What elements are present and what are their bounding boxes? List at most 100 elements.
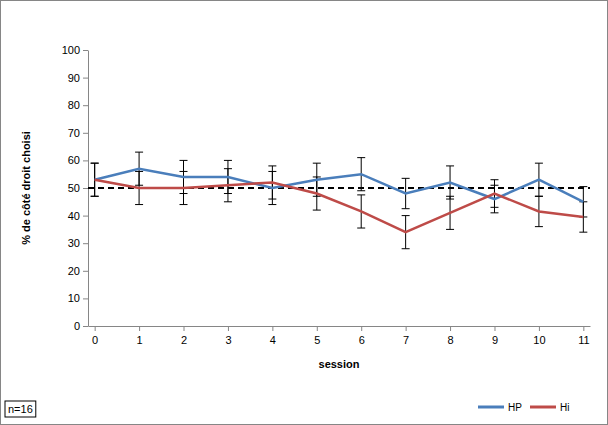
legend-swatch	[530, 406, 556, 409]
x-tick: 5	[314, 326, 320, 346]
x-tick-label: 8	[447, 334, 453, 346]
legend: HP Hi	[478, 402, 569, 413]
y-tick: 10	[68, 292, 88, 304]
y-axis: 0 10 20 30 40 50 60 70 80 90 100	[62, 44, 89, 332]
error-bar-cap	[446, 196, 454, 197]
legend-swatch	[478, 406, 504, 409]
y-tick-mark	[83, 105, 88, 106]
plot-area	[88, 152, 590, 249]
error-bar-cap	[535, 196, 543, 197]
error-bar-cap	[180, 160, 188, 161]
x-tick-label: 5	[314, 334, 320, 346]
y-tick-mark	[83, 298, 88, 299]
x-tick-label: 7	[403, 334, 409, 346]
error-bar-cap	[91, 196, 99, 197]
x-tick-mark	[494, 326, 495, 331]
y-tick-label: 0	[74, 320, 80, 332]
x-tick-label: 11	[578, 334, 589, 346]
error-bar-cap	[535, 226, 543, 227]
y-tick-mark	[83, 78, 88, 79]
error-bar-cap	[224, 160, 232, 161]
y-tick: 60	[68, 154, 88, 166]
x-tick-mark	[95, 326, 96, 331]
y-tick-label: 90	[68, 72, 80, 84]
error-bar-cap	[313, 163, 321, 164]
x-tick-label: 9	[492, 334, 498, 346]
y-tick-mark	[83, 216, 88, 217]
error-bar-cap	[579, 186, 587, 187]
error-bar-cap	[402, 208, 410, 209]
x-tick: 3	[225, 326, 231, 346]
y-tick: 50	[68, 182, 88, 194]
error-bar-cap	[490, 212, 498, 213]
annotation: n=16	[5, 401, 36, 417]
x-tick: 4	[270, 326, 276, 346]
y-tick: 40	[68, 210, 88, 222]
x-tick-mark	[184, 326, 185, 331]
x-tick-label: 0	[92, 334, 98, 346]
error-bar-cap	[579, 232, 587, 233]
x-axis-title: session	[319, 358, 360, 370]
y-tick-mark	[83, 271, 88, 272]
y-tick-mark	[83, 133, 88, 134]
error-bar-cap	[357, 190, 365, 191]
error-bar-cap	[446, 165, 454, 166]
y-tick-label: 20	[68, 265, 80, 277]
y-axis-title: % de côté droit choisi	[20, 131, 32, 245]
error-bar-cap	[180, 171, 188, 172]
y-tick-label: 10	[68, 292, 80, 304]
x-tick-label: 2	[181, 334, 187, 346]
error-bar-cap	[91, 163, 99, 164]
x-tick: 8	[447, 326, 453, 346]
x-tick: 1	[137, 326, 143, 346]
annotation-box	[5, 401, 36, 417]
y-tick-label: 70	[68, 127, 80, 139]
y-tick: 80	[68, 99, 88, 111]
error-bar-cap	[135, 204, 143, 205]
legend-label: HP	[508, 402, 522, 413]
error-bar-cap	[535, 163, 543, 164]
legend-label: Hi	[560, 402, 569, 413]
chart-frame	[1, 1, 608, 425]
x-tick: 11	[578, 326, 589, 346]
y-tick-label: 40	[68, 210, 80, 222]
x-tick-mark	[361, 326, 362, 331]
error-bar-cap	[402, 248, 410, 249]
error-bar-cap	[490, 207, 498, 208]
error-bar-cap	[535, 196, 543, 197]
y-tick-mark	[83, 188, 88, 189]
x-tick-label: 4	[270, 334, 276, 346]
y-tick-mark	[83, 160, 88, 161]
x-tick: 7	[403, 326, 409, 346]
error-bar-cap	[357, 157, 365, 158]
error-bar-cap	[402, 178, 410, 179]
y-tick-label: 30	[68, 237, 80, 249]
x-tick-label: 6	[359, 334, 365, 346]
error-bar-cap	[490, 179, 498, 180]
y-tick-mark	[83, 50, 88, 51]
y-tick: 30	[68, 237, 88, 249]
error-bar-cap	[224, 168, 232, 169]
chart: 0 10 20 30 40 50 60 70 80 90 100 0 1 2 3 4 5 6 7 8 9 10 11 sess…	[0, 0, 608, 425]
x-tick: 6	[359, 326, 365, 346]
x-tick-mark	[139, 326, 140, 331]
x-tick: 2	[181, 326, 187, 346]
error-bar-cap	[180, 204, 188, 205]
y-tick: 90	[68, 72, 88, 84]
x-tick-label: 10	[533, 334, 545, 346]
x-tick-label: 1	[137, 334, 143, 346]
y-tick: 70	[68, 127, 88, 139]
x-axis-line	[89, 326, 591, 327]
error-bar-cap	[313, 210, 321, 211]
annotation-text: n=16	[8, 403, 33, 415]
error-bar-cap	[268, 204, 276, 205]
x-tick-mark	[272, 326, 273, 331]
error-bar-cap	[357, 228, 365, 229]
y-tick: 0	[74, 320, 88, 332]
y-tick-label: 100	[62, 44, 80, 56]
error-bar-cap	[91, 196, 99, 197]
error-bar-cap	[268, 199, 276, 200]
error-bar-cap	[135, 152, 143, 153]
y-tick-label: 80	[68, 99, 80, 111]
error-bar-cap	[224, 201, 232, 202]
